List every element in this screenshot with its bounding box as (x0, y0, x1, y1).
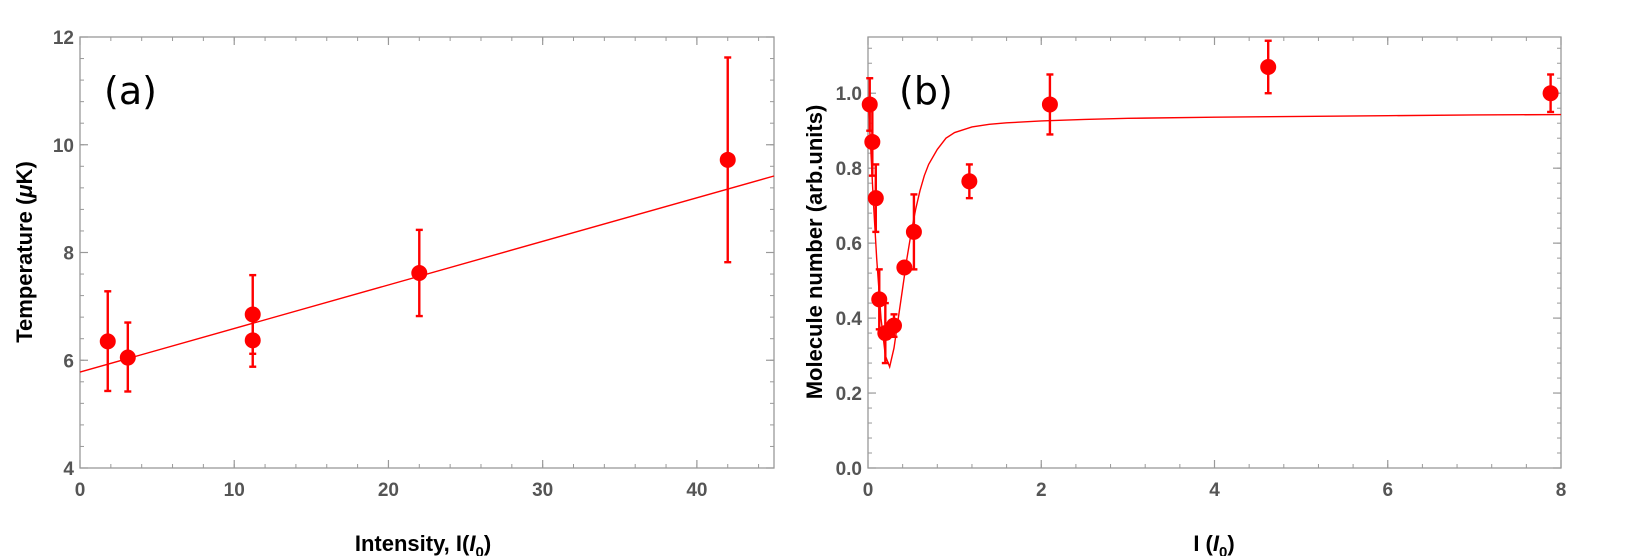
panel-a-xlabel: Intensity, I(I0) (355, 531, 491, 556)
y-tick-label: 0.0 (836, 459, 862, 480)
data-point (896, 259, 913, 276)
x-tick-label: 4 (1209, 480, 1220, 501)
data-marker (905, 223, 922, 240)
panel-b: 0 2 4 6 8 0.0 0.2 0.4 0.6 0.8 1.0 (b) I (I0) Molec… (802, 36, 1567, 556)
x-tick-label: 10 (224, 480, 245, 501)
y-tick-label: 6 (63, 351, 74, 372)
x-tick-label: 20 (378, 480, 399, 501)
panel-a-label: (a) (104, 69, 157, 113)
data-point (885, 313, 902, 339)
panel-b-fit (867, 96, 1562, 370)
panel-b-points (861, 39, 1559, 365)
data-marker (1041, 96, 1058, 113)
data-point (411, 228, 428, 318)
data-point (99, 290, 116, 393)
panel-a-ylabel: Temperature (μK) (12, 161, 37, 343)
x-tick-label: 0 (75, 480, 86, 501)
panel-a-points (99, 56, 736, 393)
data-marker (885, 317, 902, 334)
panel-a-frame (79, 36, 775, 469)
panel-b-frame (867, 36, 1562, 469)
panel-a-ticks: 0 10 20 30 40 4 6 8 10 12 (53, 28, 774, 501)
data-point (1041, 73, 1058, 136)
data-point (961, 163, 978, 200)
data-marker (864, 133, 881, 150)
panel-b-ticks: 0 2 4 6 8 0.0 0.2 0.4 0.6 0.8 1.0 (836, 37, 1567, 501)
y-tick-label: 1.0 (836, 84, 862, 105)
x-tick-label: 8 (1556, 480, 1567, 501)
data-point (1542, 73, 1559, 114)
data-point (867, 163, 884, 234)
y-tick-label: 0.6 (836, 234, 862, 255)
data-point (244, 310, 261, 368)
data-marker (896, 259, 913, 276)
y-tick-label: 0.4 (836, 309, 863, 330)
data-marker (411, 264, 428, 281)
data-marker (1260, 58, 1277, 75)
y-tick-label: 0.2 (836, 384, 862, 405)
data-point (719, 56, 736, 264)
data-marker (99, 333, 116, 350)
y-tick-label: 8 (63, 244, 74, 265)
panel-b-xlabel: I (I0) (1193, 531, 1234, 556)
panel-a: 0 10 20 30 40 4 6 8 10 12 (a) Intensity, I(I0) Te… (12, 28, 775, 556)
x-tick-label: 6 (1382, 480, 1393, 501)
x-tick-label: 0 (863, 480, 874, 501)
y-tick-label: 12 (53, 28, 74, 49)
fit-line (867, 96, 1562, 370)
data-marker (961, 173, 978, 190)
data-marker (861, 96, 878, 113)
data-marker (719, 151, 736, 168)
data-marker (867, 190, 884, 207)
data-point (861, 77, 878, 132)
x-tick-label: 40 (686, 480, 707, 501)
data-marker (119, 349, 136, 366)
panel-b-label: (b) (899, 69, 953, 113)
x-tick-label: 30 (532, 480, 553, 501)
data-point (1260, 39, 1277, 95)
y-tick-label: 10 (53, 136, 74, 157)
panel-b-ylabel: Molecule number (arb.units) (802, 105, 827, 400)
data-point (119, 321, 136, 393)
data-marker (244, 332, 261, 349)
x-tick-label: 2 (1036, 480, 1047, 501)
y-tick-label: 0.8 (836, 159, 862, 180)
data-marker (1542, 85, 1559, 102)
data-point (905, 193, 922, 271)
y-tick-label: 4 (63, 459, 74, 480)
